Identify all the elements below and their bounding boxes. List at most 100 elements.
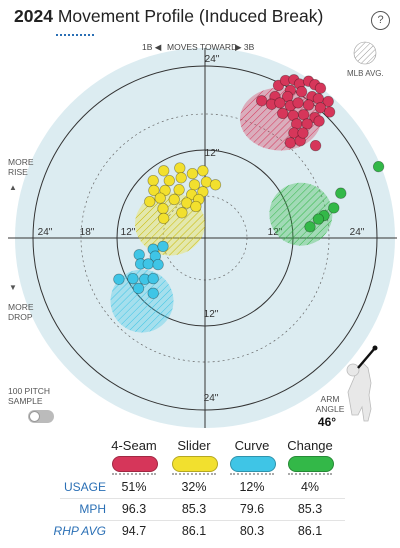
pitch-point-curve bbox=[147, 272, 159, 285]
pitch-table: 4-Seam Slider Curve Change USAGE 51% 32%… bbox=[0, 438, 400, 548]
pitch-point-4-seam bbox=[301, 118, 313, 130]
moves-toward-right: ▶ 3B bbox=[235, 42, 255, 52]
mph-slider: 85.3 bbox=[181, 502, 207, 516]
up-arrow-icon: ▲ bbox=[9, 183, 17, 192]
mlb-avg-zone-change bbox=[269, 182, 333, 246]
pitch-point-4-seam bbox=[295, 86, 308, 98]
pill-4seam[interactable] bbox=[112, 456, 158, 472]
pitch-point-4-seam bbox=[297, 127, 309, 139]
down-arrow-icon: ▼ bbox=[9, 283, 17, 292]
pitch-point-4-seam bbox=[314, 102, 327, 114]
pitch-point-slider bbox=[163, 174, 175, 187]
more-rise-line1: MORE bbox=[8, 157, 34, 167]
arm-angle-value: 46° bbox=[318, 415, 336, 429]
pitch-point-4-seam bbox=[314, 82, 327, 94]
pill-change[interactable] bbox=[288, 456, 334, 472]
col-slider: Slider bbox=[177, 438, 211, 453]
arm-angle-line1: ARM bbox=[321, 394, 340, 404]
arm-angle-figure bbox=[346, 345, 378, 422]
ring-label: 12" bbox=[204, 309, 219, 320]
title-text: Movement Profile (Induced Break) bbox=[57, 6, 324, 26]
pitch-point-slider bbox=[144, 195, 156, 208]
page-title: 2024 Movement Profile (Induced Break) bbox=[14, 6, 323, 27]
pitch-point-slider bbox=[147, 174, 159, 187]
pitch-point-curve bbox=[142, 258, 154, 270]
arm-angle-line2: ANGLE bbox=[316, 404, 345, 414]
pitch-point-change bbox=[304, 221, 316, 233]
pitch-point-slider bbox=[188, 179, 201, 191]
pitch-point-4-seam bbox=[322, 95, 334, 108]
pitch-point-curve bbox=[113, 273, 125, 285]
pitch-point-slider bbox=[175, 172, 187, 184]
col-curve: Curve bbox=[234, 438, 270, 453]
pitch-point-slider bbox=[154, 192, 166, 204]
mph-4seam: 96.3 bbox=[121, 502, 147, 516]
year-dropdown-underline[interactable] bbox=[56, 31, 94, 36]
ring-label: 24" bbox=[205, 54, 220, 65]
ring-labels: 24" 12" 12" 24" 24" 18" 12" 12" 24" bbox=[38, 54, 365, 404]
col-change: Change bbox=[287, 438, 333, 453]
usage-4seam: 51% bbox=[121, 480, 147, 494]
ring-label: 12" bbox=[121, 227, 136, 238]
pitch-point-curve bbox=[132, 282, 145, 295]
ring-label: 18" bbox=[80, 227, 95, 238]
moves-toward-label: MOVES TOWARD bbox=[167, 42, 237, 52]
pitch-point-4-seam bbox=[313, 115, 325, 127]
pill-curve[interactable] bbox=[230, 456, 276, 472]
rhp-change: 86.1 bbox=[297, 524, 323, 538]
moves-toward-left: 1B ◀ bbox=[142, 42, 162, 52]
ring-label: 24" bbox=[204, 393, 219, 404]
mlb-avg-label: MLB AVG. bbox=[347, 69, 384, 78]
pitch-point-change bbox=[335, 187, 347, 199]
pitch-point-slider bbox=[159, 184, 171, 197]
rhp-slider: 86.1 bbox=[181, 524, 207, 538]
pitch-point-slider bbox=[209, 179, 222, 191]
pitch-point-slider bbox=[190, 200, 202, 213]
pitch-point-change bbox=[312, 213, 325, 225]
more-drop-line2: DROP bbox=[8, 312, 33, 322]
pitch-point-slider bbox=[173, 184, 185, 196]
usage-slider: 32% bbox=[181, 480, 207, 494]
row-label-mph: MPH bbox=[79, 502, 106, 516]
row-label-usage: USAGE bbox=[63, 480, 106, 494]
pitch-point-change bbox=[328, 202, 340, 214]
mlb-avg-icon bbox=[353, 41, 377, 65]
ring-label: 12" bbox=[205, 148, 220, 159]
pitch-point-4-seam bbox=[309, 139, 322, 152]
pitch-point-slider bbox=[158, 212, 170, 225]
row-label-rhp-avg: RHP AVG bbox=[53, 524, 106, 538]
pitch-point-slider bbox=[186, 167, 199, 180]
pitch-point-4-seam bbox=[292, 97, 304, 109]
pill-dash-4seam bbox=[112, 473, 156, 475]
pitch-point-curve bbox=[152, 258, 164, 271]
ring-label: 12" bbox=[268, 227, 283, 238]
mph-change: 85.3 bbox=[297, 502, 323, 516]
row-divider bbox=[60, 498, 345, 499]
mph-curve: 79.6 bbox=[239, 502, 265, 516]
sample-line2: SAMPLE bbox=[8, 396, 43, 406]
rhp-curve: 80.3 bbox=[239, 524, 265, 538]
pill-slider[interactable] bbox=[172, 456, 218, 472]
pitch-point-curve bbox=[147, 287, 159, 299]
pill-dash-slider bbox=[172, 473, 216, 475]
pitch-point-slider bbox=[157, 202, 169, 215]
pitch-point-slider bbox=[158, 165, 170, 177]
pitch-point-curve bbox=[157, 240, 169, 253]
pitch-point-4-seam bbox=[256, 95, 268, 107]
toggle-knob bbox=[29, 411, 40, 422]
pitch-point-change bbox=[372, 160, 385, 173]
sample-line1: 100 PITCH bbox=[8, 386, 50, 396]
pitch-point-slider bbox=[174, 162, 186, 174]
pitch-point-slider bbox=[168, 193, 180, 206]
pitch-point-slider bbox=[176, 207, 188, 219]
pitch-point-slider bbox=[148, 184, 160, 197]
pitch-points bbox=[113, 74, 385, 299]
pill-dash-curve bbox=[230, 473, 274, 475]
pitch-point-4-seam bbox=[274, 97, 286, 109]
row-divider bbox=[60, 520, 345, 521]
help-button[interactable]: ? bbox=[371, 11, 390, 30]
sample-toggle[interactable] bbox=[28, 410, 54, 423]
pitch-point-slider bbox=[197, 165, 209, 177]
usage-curve: 12% bbox=[239, 480, 265, 494]
usage-change: 4% bbox=[300, 480, 320, 494]
